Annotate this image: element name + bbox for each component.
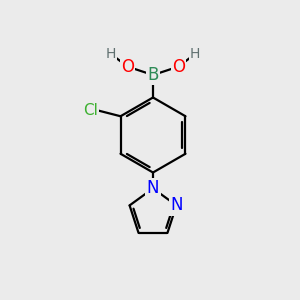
Text: B: B: [147, 66, 159, 84]
Text: N: N: [170, 196, 183, 214]
Text: H: H: [190, 47, 200, 61]
Text: Cl: Cl: [83, 103, 98, 118]
Text: N: N: [147, 179, 159, 197]
Text: O: O: [121, 58, 134, 76]
Text: O: O: [172, 58, 185, 76]
Text: H: H: [106, 47, 116, 61]
